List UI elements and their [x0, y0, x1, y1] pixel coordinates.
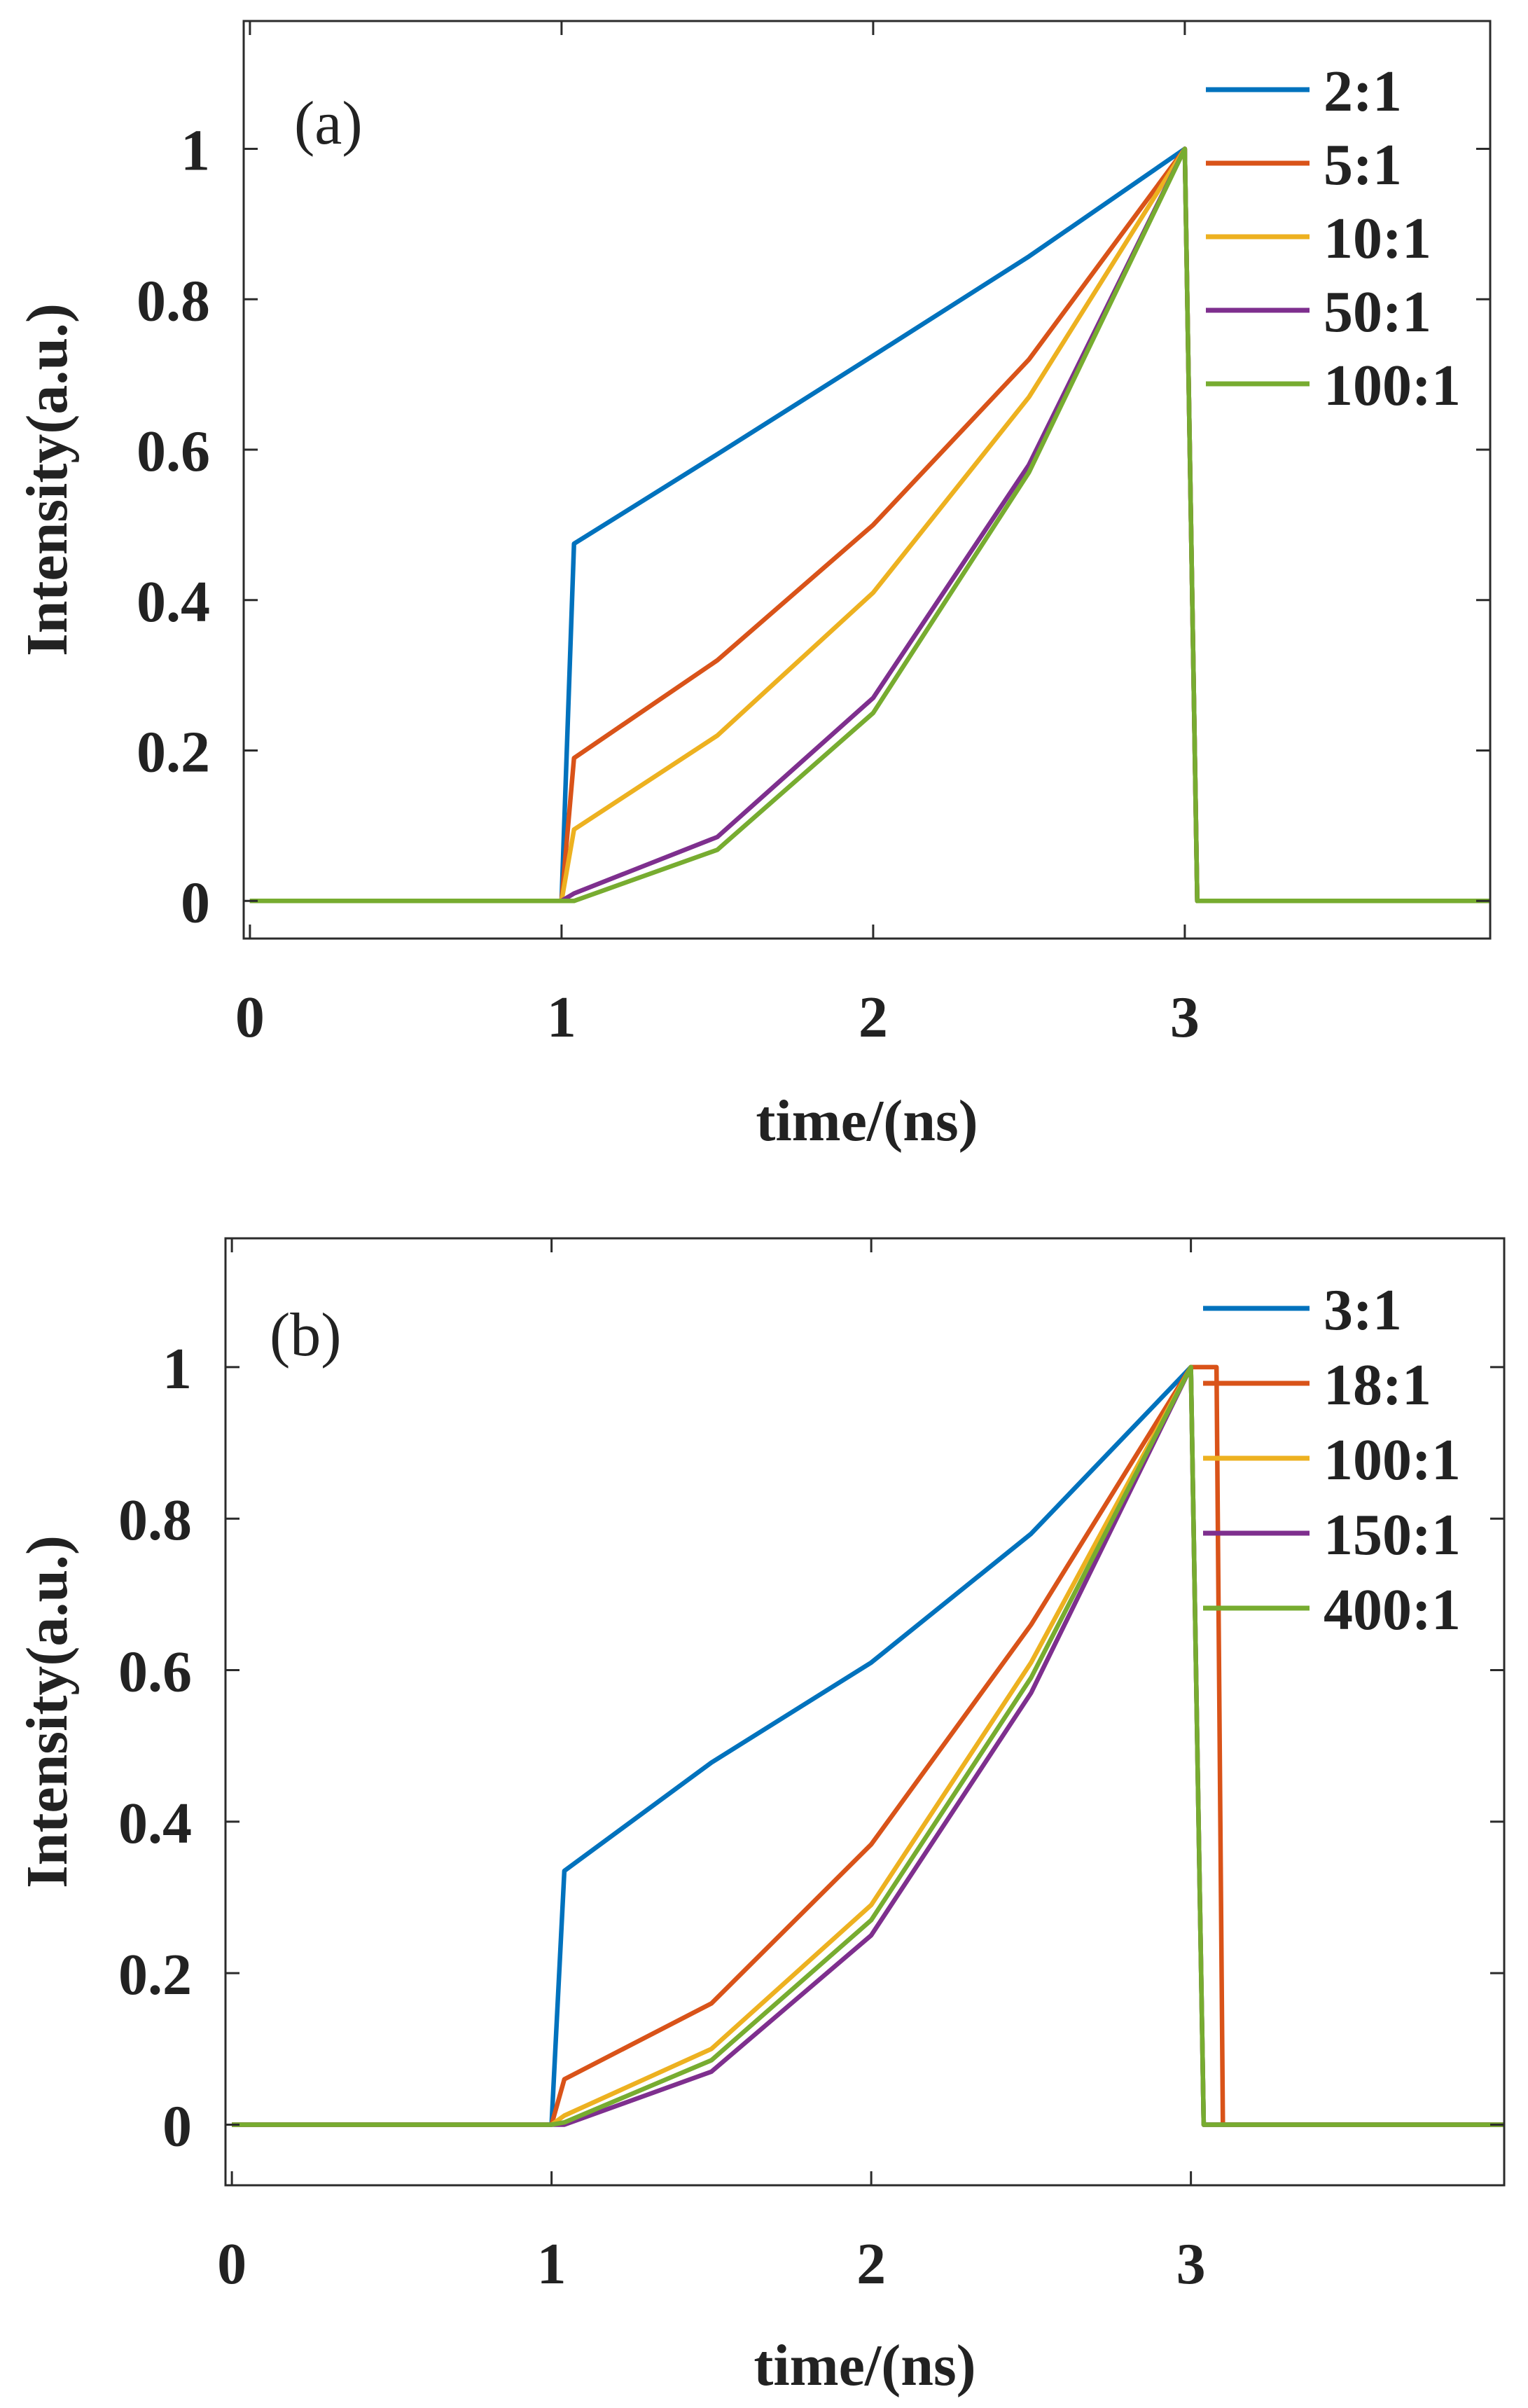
- panel-a-legend: 2:1 5:1 10:1 50:1 100:1: [1206, 59, 1461, 418]
- panel-b-plot-frame: [224, 1237, 1506, 2187]
- panel-a-series: [249, 146, 1490, 904]
- panel-a-y-axis-label: Intensity(a.u.): [15, 303, 80, 656]
- panel-b-legend-label-3: 100:1: [1324, 1427, 1461, 1493]
- panel-b-ytick-label: 1: [162, 1336, 192, 1402]
- panel-b-y-axis-label: Intensity(a.u.): [15, 1535, 80, 1888]
- panel-a-ytick-label: 0: [181, 870, 210, 935]
- panel-a-ytick-label: 1: [181, 118, 210, 184]
- panel-b-xtick-label: 3: [1176, 2231, 1206, 2297]
- panel-a-plot-frame: [242, 20, 1492, 940]
- panel-b-xtick-label: 0: [217, 2231, 246, 2297]
- panel-b-x-axis-label: time/(ns): [753, 2333, 975, 2398]
- panel-b-series-2-line: [232, 1364, 1504, 2127]
- panel-b: 0 1 2 3 0 0.2 0.4 0.6 0.8 1 time/(ns) Intensity(a.u…: [15, 1237, 1506, 2398]
- panel-b-ytick-label: 0.6: [118, 1640, 192, 1705]
- panel-a-xtick-label: 2: [859, 985, 888, 1050]
- panel-a-x-axis-label: time/(ns): [756, 1088, 978, 1154]
- panel-a-legend-label-5: 100:1: [1324, 353, 1461, 418]
- panel-a-ytick-label: 0.4: [137, 569, 210, 635]
- panel-b-ytick-label: 0.4: [118, 1791, 192, 1856]
- panel-a-ytick-label: 0.2: [137, 720, 210, 785]
- panel-a-ytick-label: 0.8: [137, 268, 210, 333]
- panel-a-ytick-label: 0.6: [137, 419, 210, 484]
- panel-b-xtick-label: 1: [537, 2231, 567, 2297]
- panel-b-ytick-label: 0.2: [118, 1942, 192, 2007]
- panel-b-legend-label-2: 18:1: [1324, 1352, 1431, 1418]
- panel-a-series-5-line: [249, 146, 1490, 904]
- panel-b-series-5-line: [232, 1364, 1504, 2127]
- panel-b-ytick-label: 0.8: [118, 1488, 192, 1553]
- panel-a: 0 1 2 3 0 0.2 0.4 0.6 0.8 1 time/(ns) Intensity(a.u…: [15, 20, 1492, 1154]
- panel-b-legend-label-1: 3:1: [1324, 1278, 1402, 1343]
- panel-b-ytick-label: 0: [162, 2094, 192, 2159]
- panel-b-series: [232, 1364, 1504, 2127]
- panel-a-legend-label-4: 50:1: [1324, 279, 1431, 345]
- panel-a-xtick-label: 1: [547, 985, 576, 1050]
- panel-a-xtick-label: 3: [1170, 985, 1200, 1050]
- panel-b-legend: 3:1 18:1 100:1 150:1 400:1: [1203, 1278, 1461, 1642]
- panel-a-legend-label-3: 10:1: [1324, 206, 1431, 271]
- panel-a-legend-label-2: 5:1: [1324, 132, 1402, 198]
- panel-b-xtick-label: 2: [856, 2231, 886, 2297]
- panel-b-legend-label-5: 400:1: [1324, 1577, 1461, 1642]
- panel-a-xtick-label: 0: [235, 985, 265, 1050]
- panel-b-legend-label-4: 150:1: [1324, 1502, 1461, 1568]
- panel-a-label: (a): [294, 90, 363, 158]
- panel-b-label: (b): [270, 1301, 342, 1369]
- panel-a-legend-label-1: 2:1: [1324, 59, 1402, 124]
